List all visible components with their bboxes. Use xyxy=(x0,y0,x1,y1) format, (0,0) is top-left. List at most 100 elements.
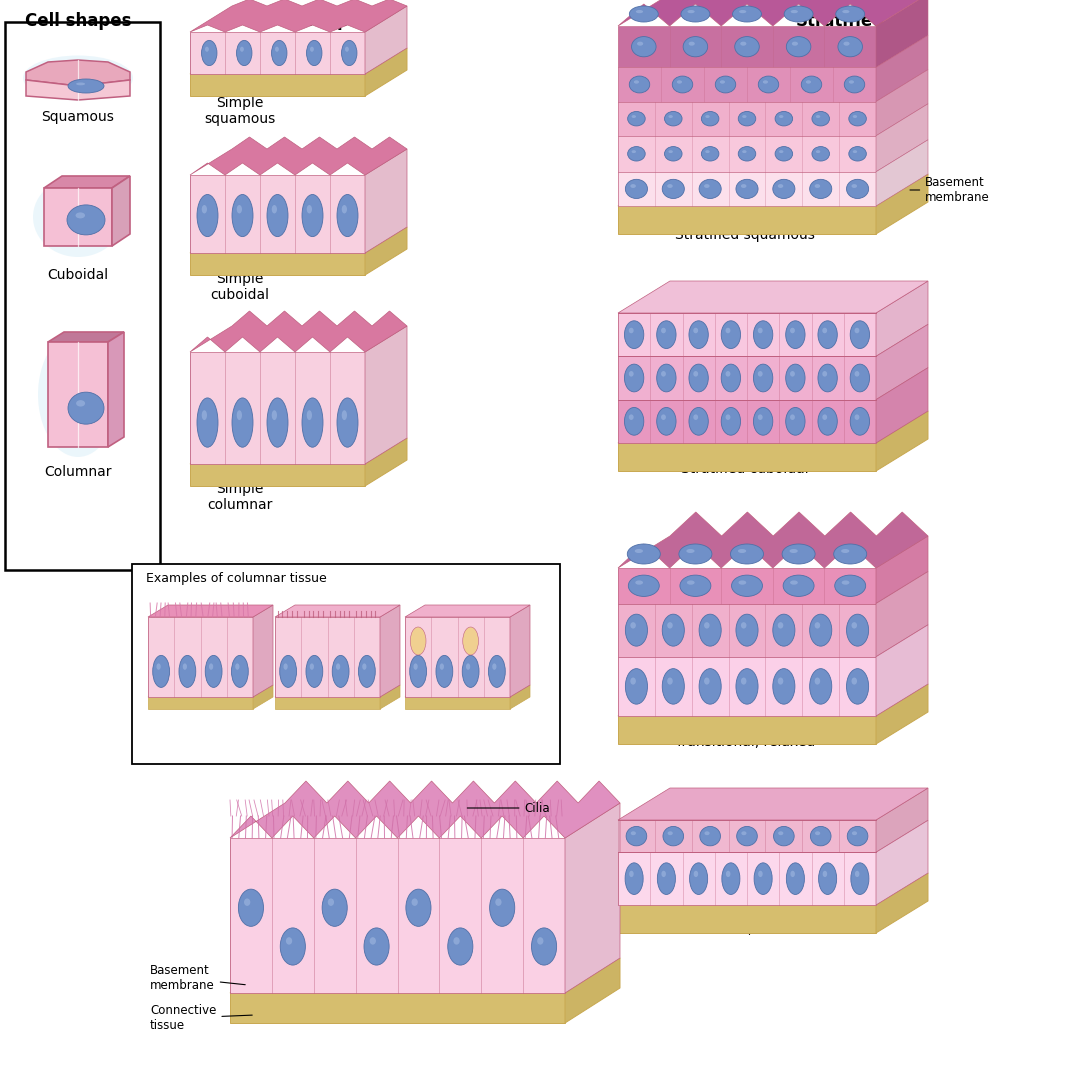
Ellipse shape xyxy=(668,184,673,188)
Ellipse shape xyxy=(628,544,660,564)
Polygon shape xyxy=(618,102,876,136)
Ellipse shape xyxy=(302,194,323,237)
Ellipse shape xyxy=(720,80,725,84)
Polygon shape xyxy=(876,324,928,399)
Ellipse shape xyxy=(694,328,698,333)
Ellipse shape xyxy=(197,398,218,447)
Ellipse shape xyxy=(661,871,666,877)
Ellipse shape xyxy=(854,371,860,376)
Ellipse shape xyxy=(726,871,731,877)
Ellipse shape xyxy=(463,627,478,655)
Ellipse shape xyxy=(790,371,795,376)
Polygon shape xyxy=(365,7,406,74)
Ellipse shape xyxy=(743,150,747,153)
Ellipse shape xyxy=(786,863,804,894)
Ellipse shape xyxy=(466,663,470,669)
Ellipse shape xyxy=(495,898,502,906)
Ellipse shape xyxy=(818,365,837,392)
Ellipse shape xyxy=(811,827,831,846)
Ellipse shape xyxy=(492,663,496,669)
Text: With goblet cells: With goblet cells xyxy=(405,715,509,728)
Ellipse shape xyxy=(232,194,253,237)
Polygon shape xyxy=(190,227,406,253)
Ellipse shape xyxy=(779,115,784,118)
Ellipse shape xyxy=(663,827,684,846)
Ellipse shape xyxy=(737,827,758,846)
Ellipse shape xyxy=(834,544,867,564)
Ellipse shape xyxy=(850,408,869,435)
Ellipse shape xyxy=(733,7,761,22)
Ellipse shape xyxy=(758,871,763,877)
Ellipse shape xyxy=(672,76,693,93)
Ellipse shape xyxy=(815,622,821,628)
Ellipse shape xyxy=(790,10,798,13)
Polygon shape xyxy=(230,958,620,993)
Polygon shape xyxy=(565,958,620,1023)
Ellipse shape xyxy=(705,831,710,835)
Text: Stratified cuboidal: Stratified cuboidal xyxy=(681,462,809,476)
Ellipse shape xyxy=(850,321,869,348)
Polygon shape xyxy=(190,31,365,74)
Ellipse shape xyxy=(848,827,868,846)
Ellipse shape xyxy=(694,371,698,376)
Polygon shape xyxy=(108,332,124,447)
Ellipse shape xyxy=(721,365,740,392)
Ellipse shape xyxy=(721,321,740,348)
Ellipse shape xyxy=(838,37,863,56)
Ellipse shape xyxy=(701,146,719,161)
Polygon shape xyxy=(230,781,620,838)
Polygon shape xyxy=(149,697,253,709)
Polygon shape xyxy=(618,716,876,744)
Ellipse shape xyxy=(773,179,795,199)
Text: Simple: Simple xyxy=(304,12,367,30)
Ellipse shape xyxy=(679,544,712,564)
Ellipse shape xyxy=(630,76,649,93)
Polygon shape xyxy=(365,149,406,253)
Ellipse shape xyxy=(849,112,866,126)
Ellipse shape xyxy=(281,928,306,965)
Ellipse shape xyxy=(805,80,811,84)
Ellipse shape xyxy=(337,194,358,237)
Ellipse shape xyxy=(705,622,710,628)
Ellipse shape xyxy=(815,831,821,835)
Polygon shape xyxy=(618,174,928,206)
Polygon shape xyxy=(190,352,365,464)
Ellipse shape xyxy=(782,544,815,564)
Ellipse shape xyxy=(440,663,444,669)
Ellipse shape xyxy=(854,328,860,333)
Ellipse shape xyxy=(629,414,634,420)
Ellipse shape xyxy=(790,414,795,420)
Ellipse shape xyxy=(754,863,772,894)
Polygon shape xyxy=(365,326,406,464)
Text: Simple
columnar: Simple columnar xyxy=(207,482,273,512)
Ellipse shape xyxy=(842,10,850,13)
Polygon shape xyxy=(618,356,876,399)
Ellipse shape xyxy=(244,898,250,906)
Polygon shape xyxy=(149,685,273,697)
Ellipse shape xyxy=(721,408,740,435)
Ellipse shape xyxy=(815,677,821,685)
Ellipse shape xyxy=(784,7,813,22)
Polygon shape xyxy=(380,685,400,709)
Ellipse shape xyxy=(272,410,278,420)
Ellipse shape xyxy=(664,112,682,126)
Ellipse shape xyxy=(853,150,857,153)
Ellipse shape xyxy=(823,371,827,376)
Ellipse shape xyxy=(668,677,673,685)
Text: Cell shapes: Cell shapes xyxy=(25,12,131,30)
Ellipse shape xyxy=(741,622,747,628)
Polygon shape xyxy=(275,605,400,617)
Ellipse shape xyxy=(778,677,784,685)
Polygon shape xyxy=(26,80,130,100)
Ellipse shape xyxy=(699,668,721,704)
Polygon shape xyxy=(618,656,876,716)
Ellipse shape xyxy=(410,655,426,688)
Polygon shape xyxy=(275,685,400,697)
Polygon shape xyxy=(190,48,406,74)
Ellipse shape xyxy=(359,655,375,688)
Ellipse shape xyxy=(630,7,658,22)
Text: Transitional, stretched: Transitional, stretched xyxy=(668,922,822,936)
Ellipse shape xyxy=(763,80,767,84)
Polygon shape xyxy=(230,993,565,1023)
Polygon shape xyxy=(190,438,406,464)
